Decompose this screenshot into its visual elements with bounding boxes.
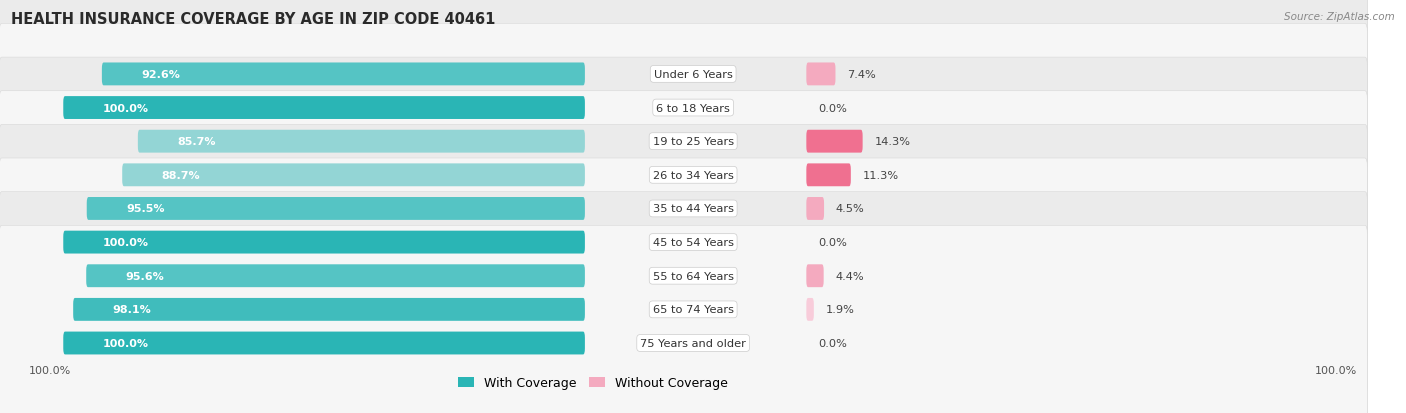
FancyBboxPatch shape	[101, 63, 585, 86]
FancyBboxPatch shape	[73, 298, 585, 321]
Text: 88.7%: 88.7%	[162, 171, 200, 180]
FancyBboxPatch shape	[86, 265, 585, 287]
FancyBboxPatch shape	[0, 24, 1367, 259]
Text: 4.4%: 4.4%	[835, 271, 865, 281]
Text: 0.0%: 0.0%	[818, 103, 846, 113]
Text: 100.0%: 100.0%	[103, 237, 149, 247]
FancyBboxPatch shape	[0, 159, 1367, 394]
FancyBboxPatch shape	[807, 197, 824, 221]
Text: 4.5%: 4.5%	[835, 204, 865, 214]
Text: 7.4%: 7.4%	[848, 70, 876, 80]
FancyBboxPatch shape	[807, 298, 814, 321]
Text: 95.6%: 95.6%	[125, 271, 165, 281]
Text: 14.3%: 14.3%	[875, 137, 911, 147]
Text: 26 to 34 Years: 26 to 34 Years	[652, 171, 734, 180]
Text: 1.9%: 1.9%	[825, 305, 855, 315]
Text: HEALTH INSURANCE COVERAGE BY AGE IN ZIP CODE 40461: HEALTH INSURANCE COVERAGE BY AGE IN ZIP …	[11, 12, 496, 27]
Text: 45 to 54 Years: 45 to 54 Years	[652, 237, 734, 247]
FancyBboxPatch shape	[63, 231, 585, 254]
Text: Source: ZipAtlas.com: Source: ZipAtlas.com	[1284, 12, 1395, 22]
Text: 0.0%: 0.0%	[818, 237, 846, 247]
FancyBboxPatch shape	[122, 164, 585, 187]
FancyBboxPatch shape	[0, 226, 1367, 413]
Text: 19 to 25 Years: 19 to 25 Years	[652, 137, 734, 147]
Text: 100.0%: 100.0%	[1315, 365, 1358, 375]
Text: 100.0%: 100.0%	[103, 103, 149, 113]
FancyBboxPatch shape	[63, 97, 585, 120]
FancyBboxPatch shape	[138, 131, 585, 153]
FancyBboxPatch shape	[807, 131, 863, 153]
Text: 35 to 44 Years: 35 to 44 Years	[652, 204, 734, 214]
Text: 6 to 18 Years: 6 to 18 Years	[657, 103, 730, 113]
Text: 100.0%: 100.0%	[28, 365, 72, 375]
Text: 55 to 64 Years: 55 to 64 Years	[652, 271, 734, 281]
FancyBboxPatch shape	[0, 192, 1367, 413]
FancyBboxPatch shape	[87, 197, 585, 221]
FancyBboxPatch shape	[807, 164, 851, 187]
FancyBboxPatch shape	[0, 92, 1367, 326]
Text: 75 Years and older: 75 Years and older	[640, 338, 747, 348]
FancyBboxPatch shape	[0, 58, 1367, 293]
Text: 0.0%: 0.0%	[818, 338, 846, 348]
FancyBboxPatch shape	[63, 332, 585, 355]
FancyBboxPatch shape	[807, 63, 835, 86]
FancyBboxPatch shape	[807, 265, 824, 287]
FancyBboxPatch shape	[0, 125, 1367, 360]
Text: 100.0%: 100.0%	[103, 338, 149, 348]
Text: Under 6 Years: Under 6 Years	[654, 70, 733, 80]
Text: 92.6%: 92.6%	[141, 70, 180, 80]
Text: 65 to 74 Years: 65 to 74 Years	[652, 305, 734, 315]
FancyBboxPatch shape	[0, 0, 1367, 192]
Text: 11.3%: 11.3%	[863, 171, 898, 180]
Text: 95.5%: 95.5%	[127, 204, 165, 214]
Legend: With Coverage, Without Coverage: With Coverage, Without Coverage	[453, 372, 733, 394]
Text: 98.1%: 98.1%	[112, 305, 152, 315]
Text: 85.7%: 85.7%	[177, 137, 215, 147]
FancyBboxPatch shape	[0, 0, 1367, 226]
